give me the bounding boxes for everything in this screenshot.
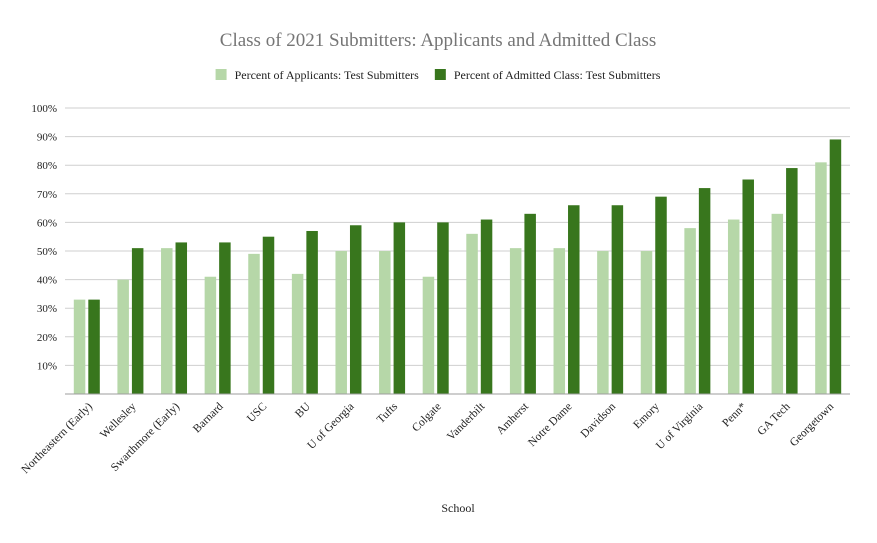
legend: Percent of Applicants: Test Submitters Pe… <box>215 68 661 82</box>
bars <box>73 139 842 394</box>
x-category-label: Emory <box>631 400 662 431</box>
x-category-label: Georgetown <box>788 400 837 449</box>
bar-applicants <box>379 251 391 394</box>
bar-applicants <box>815 162 827 394</box>
legend-item: Percent of Applicants: Test Submitters <box>215 68 420 82</box>
bar-applicants <box>509 248 522 394</box>
bar-applicants <box>73 299 86 394</box>
bar-admitted <box>88 299 100 394</box>
bar-admitted <box>306 230 318 394</box>
x-category-label: U of Georgia <box>305 401 356 452</box>
bar-applicants <box>466 233 478 394</box>
bar-admitted <box>219 242 231 394</box>
bar-applicants <box>727 219 740 394</box>
bar-applicants <box>597 251 609 394</box>
bar-admitted <box>611 205 624 394</box>
bar-applicants <box>771 213 784 394</box>
bar-admitted <box>786 168 798 394</box>
bar-admitted <box>175 242 188 394</box>
bar-applicants <box>117 279 129 394</box>
x-category-label: USC <box>245 400 270 425</box>
x-category-label: Colgate <box>410 401 444 435</box>
x-category-label: Notre Dame <box>526 401 574 449</box>
x-category-label: U of Virginia <box>654 401 706 453</box>
bar-admitted <box>131 248 144 394</box>
legend-label: Percent of Applicants: Test Submitters <box>235 68 420 82</box>
bar-admitted <box>568 205 580 394</box>
bar-admitted <box>349 225 362 394</box>
bar-applicants <box>335 251 347 394</box>
bar-applicants <box>291 273 304 394</box>
y-tick-label: 70% <box>37 189 57 201</box>
bar-admitted <box>437 222 449 394</box>
y-tick-label: 60% <box>37 217 57 229</box>
x-axis-categories: Northeastern (Early) WellesleySwarthmore … <box>19 400 836 476</box>
y-tick-label: 20% <box>37 332 57 344</box>
y-axis-ticks: 10% 20% 30% 40% 50% 60% 70% 80% 90% 100% <box>31 103 57 372</box>
bar-admitted <box>262 236 275 394</box>
bar-applicants <box>684 228 696 394</box>
y-tick-label: 50% <box>37 246 57 258</box>
y-tick-label: 100% <box>31 103 57 115</box>
bar-applicants <box>640 251 653 394</box>
legend-swatch <box>434 69 446 80</box>
x-category-label: BU <box>293 400 313 420</box>
bar-applicants <box>161 248 173 394</box>
legend-label: Percent of Admitted Class: Test Submitte… <box>454 68 661 82</box>
legend-swatch <box>215 69 227 80</box>
y-tick-label: 40% <box>37 275 57 287</box>
bar-admitted <box>742 179 754 394</box>
bar-applicants <box>422 276 435 394</box>
chart-title: Class of 2021 Submitters: Applicants and… <box>220 30 656 51</box>
bar-admitted <box>655 196 667 394</box>
bar-admitted <box>393 222 406 394</box>
x-category-label: Davidson <box>579 400 619 440</box>
y-tick-label: 30% <box>37 303 57 315</box>
y-tick-label: 90% <box>37 132 57 144</box>
gridlines <box>65 107 850 366</box>
x-category-label: Vanderbilt <box>445 400 488 443</box>
x-category-label: Barnard <box>191 400 226 435</box>
bar-admitted <box>698 188 711 394</box>
bar-applicants <box>553 248 566 394</box>
bar-applicants <box>248 253 260 394</box>
legend-item: Percent of Admitted Class: Test Submitte… <box>434 68 661 82</box>
x-category-label: GA Tech <box>755 400 793 438</box>
x-axis-label: School <box>441 501 475 515</box>
bar-admitted <box>480 219 493 394</box>
bar-admitted <box>524 213 536 394</box>
x-category-label: Amherst <box>495 400 532 437</box>
y-tick-label: 10% <box>37 360 57 372</box>
x-category-label: Tufts <box>375 400 401 426</box>
x-category-label: Northeastern (Early) <box>19 401 95 477</box>
x-category-label: Wellesley <box>98 400 139 441</box>
bar-applicants <box>204 276 217 394</box>
x-category-label: Penn* <box>720 400 749 429</box>
bar-admitted <box>829 139 842 394</box>
y-tick-label: 80% <box>37 160 57 172</box>
